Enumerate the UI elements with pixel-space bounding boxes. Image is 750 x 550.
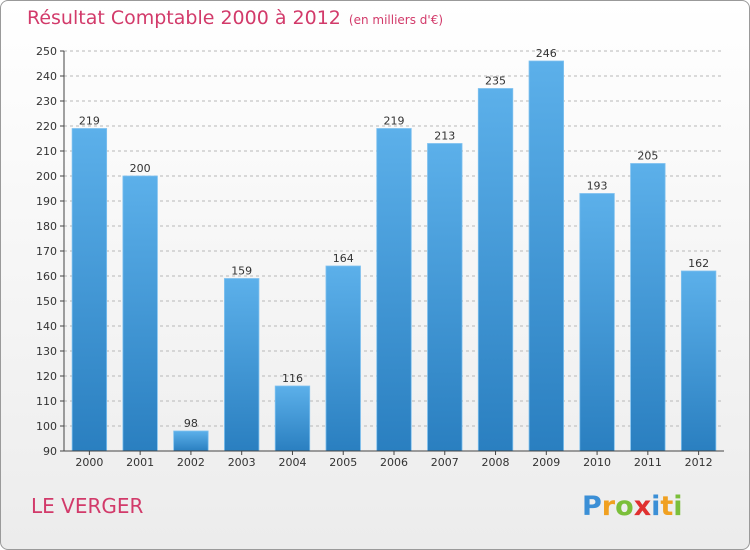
bar-2010 (579, 193, 615, 452)
bar-2006 (376, 128, 412, 452)
chart-subtitle: (en milliers d'€) (348, 13, 444, 27)
x-tick-label: 2005 (329, 456, 357, 469)
bar-chart: 90 100 110 120 130 140 150 160 170 180 190 200 210 22… (36, 45, 724, 469)
y-tick-label: 190 (36, 195, 57, 208)
bar-value-label: 219 (384, 115, 405, 128)
y-tick-label: 90 (43, 445, 57, 458)
y-tick-label: 200 (36, 170, 57, 183)
logo-letter: i (673, 491, 683, 522)
y-tick-label: 130 (36, 345, 57, 358)
bar-value-label: 159 (231, 265, 252, 278)
x-tick-label: 2010 (583, 456, 611, 469)
bar-value-label: 200 (130, 162, 151, 175)
bar-value-label: 116 (282, 372, 303, 385)
y-tick-label: 230 (36, 95, 57, 108)
bar-2005 (325, 265, 361, 452)
y-tick-label: 110 (36, 395, 57, 408)
y-tick-label: 180 (36, 220, 57, 233)
bar-2001 (122, 175, 158, 452)
bar-2003 (224, 278, 260, 452)
bar-2008 (477, 88, 514, 452)
bar-2000 (71, 128, 108, 452)
chart-title: Résultat Comptable 2000 à 2012 (en millie… (27, 7, 443, 29)
x-tick-label: 2006 (380, 456, 408, 469)
bar-value-label: 205 (637, 150, 658, 163)
y-tick-label: 240 (36, 70, 57, 83)
bar-2011 (630, 163, 666, 452)
y-tick-label: 170 (36, 245, 57, 258)
x-tick-label: 2004 (278, 456, 306, 469)
bar-value-label: 164 (333, 252, 354, 265)
logo-letter: i (651, 491, 661, 522)
x-tick-label: 2003 (228, 456, 256, 469)
logo-letter: P (582, 491, 602, 522)
y-tick-label: 150 (36, 295, 57, 308)
x-tick-label: 2008 (482, 456, 510, 469)
x-tick-label: 2012 (685, 456, 713, 469)
x-tick-label: 2001 (126, 456, 154, 469)
bar-value-label: 246 (536, 47, 557, 60)
x-tick-label: 2000 (75, 456, 103, 469)
bar-2007 (427, 143, 463, 452)
bar-value-label: 235 (485, 75, 506, 88)
bar-2002 (173, 430, 209, 452)
x-tick-label: 2011 (634, 456, 662, 469)
bar-value-label: 162 (688, 257, 709, 270)
x-tick-label: 2007 (431, 456, 459, 469)
y-tick-label: 140 (36, 320, 57, 333)
bar-value-label: 213 (434, 130, 455, 143)
bar-value-label: 193 (587, 180, 608, 193)
proxiti-logo: Proxiti (582, 491, 683, 522)
x-tick-label: 2002 (177, 456, 205, 469)
logo-letter: x (633, 491, 652, 522)
bar-2009 (528, 60, 564, 452)
bar-2012 (680, 270, 717, 452)
y-tick-label: 210 (36, 145, 57, 158)
commune-name: LE VERGER (31, 494, 144, 518)
logo-letter: o (615, 491, 634, 522)
y-tick-label: 160 (36, 270, 57, 283)
bar-2004 (274, 385, 311, 452)
logo-letter: t (660, 491, 674, 522)
y-tick-label: 120 (36, 370, 57, 383)
bar-value-label: 219 (79, 115, 100, 128)
chart-title-text: Résultat Comptable 2000 à 2012 (27, 7, 341, 29)
y-tick-label: 250 (36, 45, 57, 58)
x-tick-label: 2009 (532, 456, 560, 469)
y-tick-label: 100 (36, 420, 57, 433)
bar-value-label: 98 (184, 417, 198, 430)
y-tick-label: 220 (36, 120, 57, 133)
logo-letter: r (601, 491, 616, 522)
